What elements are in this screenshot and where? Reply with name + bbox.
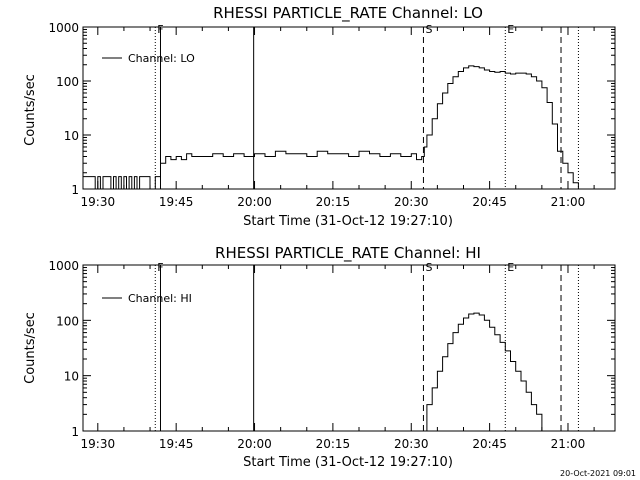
x-tick-label: 20:15: [316, 437, 351, 451]
chart-panel-hi: RHESSI PARTICLE_RATE Channel: HI Start T…: [23, 244, 616, 470]
x-tick-label: 20:00: [237, 437, 272, 451]
legend-label-lo: Channel: LO: [128, 52, 195, 65]
event-markers-hi: FSE: [154, 261, 579, 431]
event-markers-lo: FSE: [154, 23, 579, 189]
x-tick-label: 20:45: [472, 437, 507, 451]
x-tick-label: 20:30: [394, 437, 429, 451]
x-tick-label: 19:30: [81, 437, 116, 451]
legend-hi: Channel: HI: [102, 292, 192, 305]
series-line: [83, 65, 579, 190]
y-tick-label: 10: [64, 370, 79, 384]
y-tick-label: 1: [71, 183, 79, 197]
axes-hi: 19:30 19:45 20:00 20:15 20:30 20:45 21:00 1 10 10…: [48, 259, 615, 451]
x-axis-label-lo: Start Time (31-Oct-12 19:27:10): [243, 214, 453, 229]
x-axis-label-hi: Start Time (31-Oct-12 19:27:10): [243, 455, 453, 470]
event-marker-label: E: [507, 261, 514, 274]
chart-title-hi: RHESSI PARTICLE_RATE Channel: HI: [215, 244, 481, 263]
y-tick-label: 1000: [48, 259, 79, 273]
series-line: [423, 312, 543, 432]
series-hi: [423, 312, 543, 432]
y-tick-label: 100: [56, 75, 79, 89]
footer-timestamp: 20-Oct-2021 09:01: [560, 469, 636, 478]
x-tick-label: 19:45: [159, 195, 194, 209]
event-marker-label: S: [425, 261, 432, 274]
x-tick-label: 19:45: [159, 437, 194, 451]
y-tick-label: 10: [64, 129, 79, 143]
plot-frame-hi: [82, 264, 616, 432]
chart-title-lo: RHESSI PARTICLE_RATE Channel: LO: [213, 4, 483, 23]
x-tick-label: 19:30: [81, 195, 116, 209]
event-marker-label: E: [507, 23, 514, 36]
x-tick-label: 21:00: [551, 437, 586, 451]
y-tick-label: 100: [56, 314, 79, 328]
x-tick-label: 21:00: [551, 195, 586, 209]
x-tick-label: 20:00: [237, 195, 272, 209]
y-axis-label-hi: Counts/sec: [23, 312, 38, 384]
x-tick-label: 20:45: [472, 195, 507, 209]
event-marker-label: S: [425, 23, 432, 36]
y-tick-label: 1000: [48, 21, 79, 35]
legend-label-hi: Channel: HI: [128, 292, 192, 305]
series-lo: [83, 65, 579, 190]
y-axis-label-lo: Counts/sec: [23, 74, 38, 146]
x-tick-label: 20:30: [394, 195, 429, 209]
chart-panel-lo: RHESSI PARTICLE_RATE Channel: LO Start T…: [23, 4, 616, 229]
x-tick-label: 20:15: [316, 195, 351, 209]
plot-frame-lo: [82, 26, 616, 190]
legend-lo: Channel: LO: [102, 52, 195, 65]
axes-lo: 19:30 19:45 20:00 20:15 20:30 20:45 21:00 1 10 10…: [48, 21, 615, 209]
y-tick-label: 1: [71, 425, 79, 439]
